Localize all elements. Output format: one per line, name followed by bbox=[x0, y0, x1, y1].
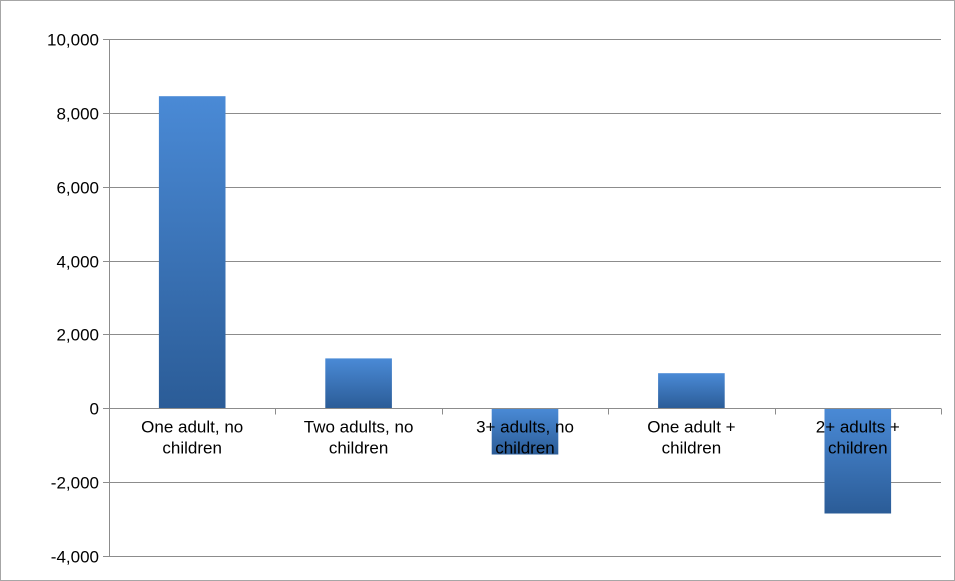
bar bbox=[158, 96, 226, 409]
bar bbox=[658, 373, 725, 409]
x-category-label-line: children bbox=[162, 439, 222, 458]
bars bbox=[158, 96, 892, 514]
y-tick-label: 8,000 bbox=[56, 105, 99, 124]
y-tick-label: 10,000 bbox=[47, 31, 99, 50]
x-category-label-line: children bbox=[828, 439, 888, 458]
x-category-label-line: children bbox=[495, 439, 555, 458]
bar bbox=[325, 358, 392, 409]
x-category-label-line: children bbox=[662, 439, 722, 458]
x-category-labels: One adult, no children Two adults, no child… bbox=[141, 418, 900, 458]
x-category-label-line: One adult, no bbox=[141, 418, 243, 437]
x-category-label-line: Two adults, no bbox=[304, 418, 414, 437]
x-category-label: One adult + children bbox=[647, 418, 735, 458]
y-tick-label: 2,000 bbox=[56, 326, 99, 345]
x-category-label: 2+ adults + children bbox=[816, 418, 900, 458]
x-category-label: Two adults, no children bbox=[304, 418, 414, 458]
bar bbox=[824, 408, 892, 514]
y-tick-label: 0 bbox=[90, 400, 99, 419]
x-category-label-line: One adult + bbox=[647, 418, 735, 437]
y-tick-label: 6,000 bbox=[56, 179, 99, 198]
x-category-label-line: children bbox=[329, 439, 389, 458]
x-category-label: 3+ adults, no children bbox=[476, 418, 574, 458]
y-tick-label: -4,000 bbox=[51, 548, 99, 567]
x-category-label-line: 3+ adults, no bbox=[476, 418, 574, 437]
y-tick-label: 4,000 bbox=[56, 253, 99, 272]
axes bbox=[103, 39, 942, 557]
y-tick-labels: -4,000 -2,000 0 2,000 4,000 6,000 8,000 10,000 bbox=[47, 31, 99, 567]
x-category-label: One adult, no children bbox=[141, 418, 243, 458]
gridlines bbox=[109, 39, 941, 557]
y-tick-label: -2,000 bbox=[51, 474, 99, 493]
x-category-label-line: 2+ adults + bbox=[816, 418, 900, 437]
bar bbox=[491, 408, 559, 455]
